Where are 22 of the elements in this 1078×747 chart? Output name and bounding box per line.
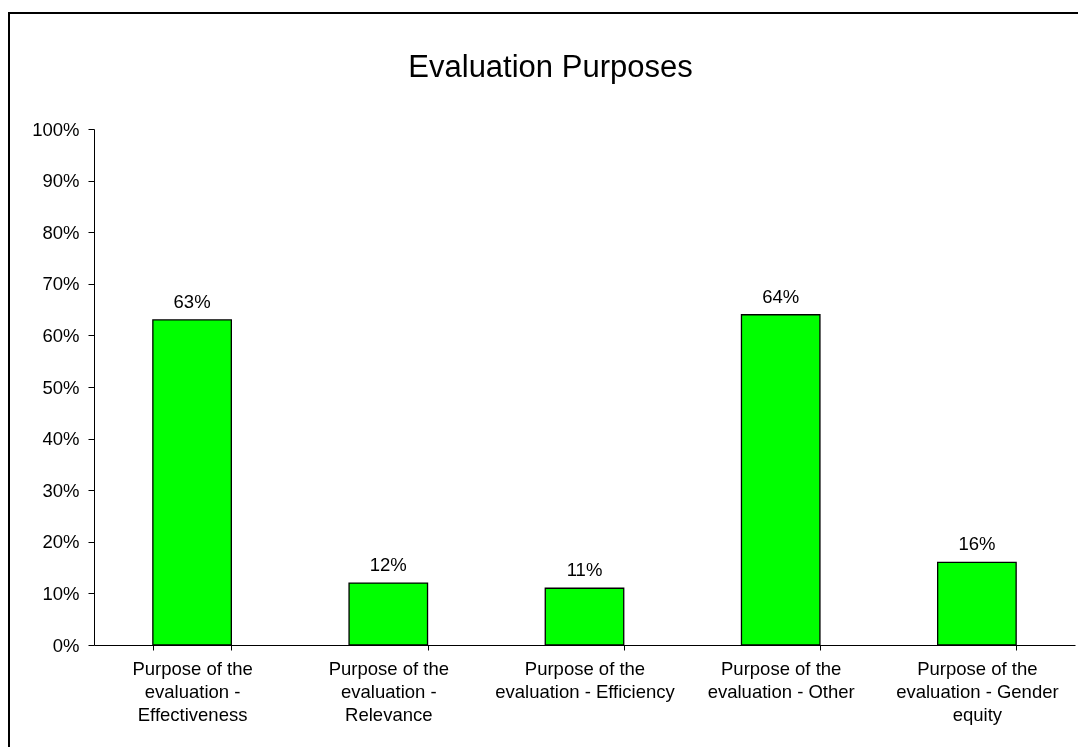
y-tick-label: 30%	[42, 479, 80, 501]
x-tick-label: Purpose of the evaluation - Gender equity	[896, 657, 1059, 725]
y-tick-label: 100%	[32, 118, 80, 140]
data-label: 11%	[566, 559, 603, 581]
x-tick-label: Purpose of the evaluation - Relevance	[328, 657, 449, 725]
y-tick-label: 10%	[42, 582, 80, 604]
y-tick-label: 90%	[42, 170, 80, 192]
y-tick-label: 80%	[42, 221, 80, 243]
data-label: 12%	[369, 554, 407, 576]
data-label: 64%	[762, 285, 800, 307]
y-tick-label: 60%	[42, 324, 80, 346]
y-tick-label: 70%	[42, 273, 80, 295]
chart-title: Evaluation Purposes	[408, 49, 693, 84]
y-tick-label: 0%	[52, 634, 80, 656]
x-tick-label: Purpose of the evaluation - Effectiveness	[132, 657, 253, 725]
data-label: 16%	[958, 533, 996, 555]
x-tick-label: Purpose of the evaluation - Efficiency	[495, 657, 676, 702]
y-tick-label: 40%	[42, 428, 80, 450]
y-tick-label: 50%	[42, 376, 80, 398]
y-tick-label: 20%	[42, 531, 80, 553]
data-label: 63%	[173, 290, 211, 312]
x-tick-label: Purpose of the evaluation - Other	[707, 657, 855, 702]
